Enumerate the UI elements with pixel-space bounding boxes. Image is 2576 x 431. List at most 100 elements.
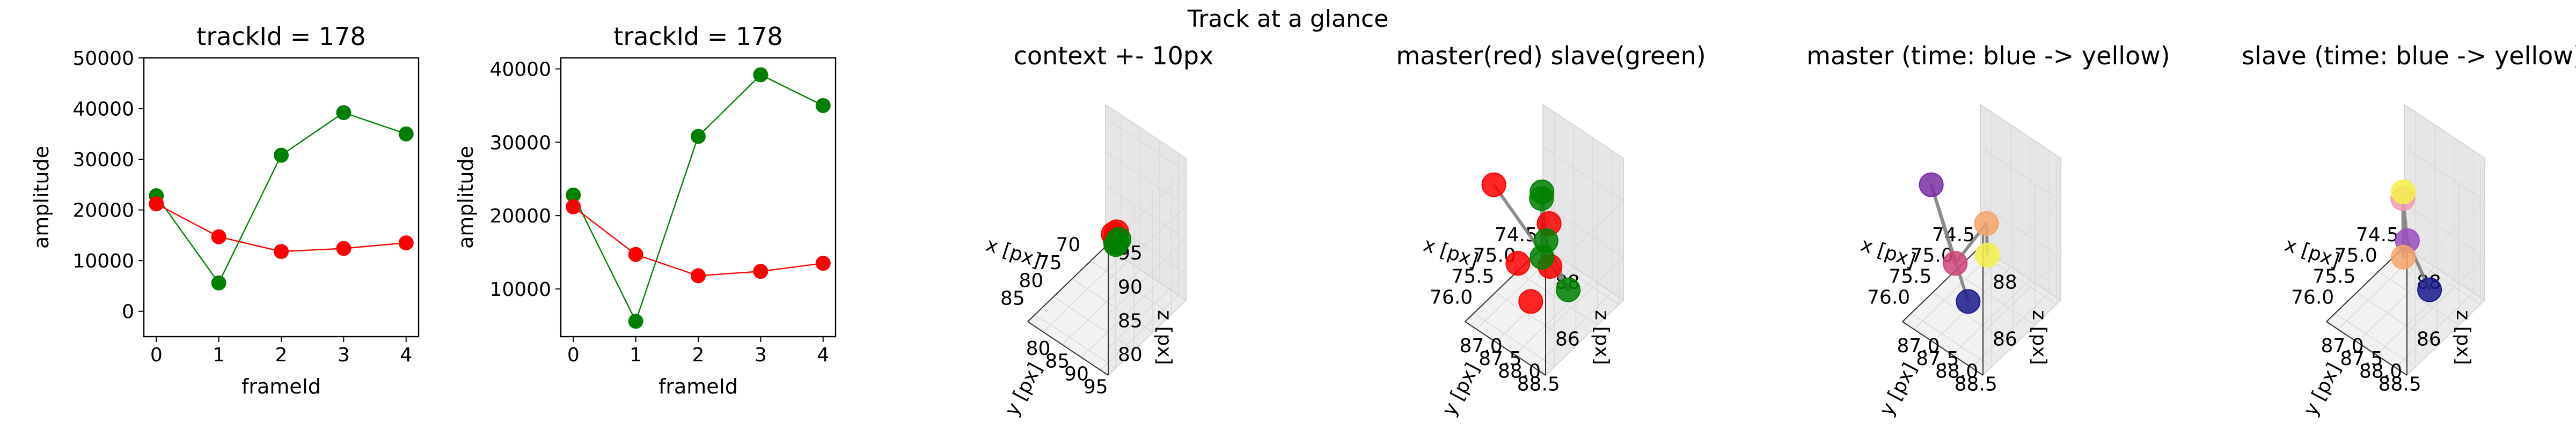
x-tick-label: 4 — [400, 344, 412, 366]
grid-line — [1971, 150, 2050, 368]
data-point — [1556, 277, 1581, 302]
data-point — [815, 256, 831, 271]
y-tick-label: 87.5 — [1479, 348, 1521, 370]
x-axis-line — [1027, 246, 1106, 322]
grid-line — [1542, 146, 1624, 277]
data-point — [1919, 172, 1944, 197]
y-tick-label: 10000 — [489, 279, 551, 301]
grid-line — [2376, 137, 2455, 355]
z-axis-label: z [px] — [1591, 310, 1613, 365]
z-axis-label: z [px] — [1153, 310, 1175, 365]
grid-line — [1105, 117, 1187, 247]
x-tick-label: 74.5 — [1932, 224, 1975, 246]
x-axis-label: frameId — [241, 375, 321, 398]
series-line — [573, 74, 824, 323]
x-tick-label: 75.5 — [2312, 266, 2355, 288]
x-tick-label: 2 — [692, 344, 705, 366]
data-point — [1943, 251, 1968, 276]
x-tick-label: 0 — [150, 344, 163, 366]
y-axis-label: amplitude — [454, 146, 478, 249]
grid-line — [1933, 125, 2011, 343]
z-axis-label: z [px] — [2452, 310, 2474, 365]
data-point — [274, 244, 289, 259]
chart-title: trackId = 178 — [196, 22, 365, 51]
data-point — [2391, 244, 2416, 270]
chart-title: master (time: blue -> yellow) — [1806, 41, 2170, 70]
data-point — [1975, 242, 2000, 267]
y-axis-label: y [px] — [1001, 360, 1046, 420]
x-axis-line — [1902, 246, 1981, 322]
y-axis-label: y [px] — [2300, 360, 2345, 420]
grid-line — [1980, 203, 2062, 333]
data-point — [753, 264, 769, 279]
data-point — [1974, 211, 1999, 236]
x-tick-label: 2 — [275, 344, 288, 366]
data-point — [398, 126, 414, 142]
z-tick-label: 90 — [1118, 276, 1143, 298]
side-pane — [1542, 103, 1624, 301]
x-axis-label: x [px] — [983, 234, 1044, 272]
side-pane — [1980, 103, 2061, 301]
y-axis-label: amplitude — [30, 146, 53, 249]
grid-line — [2404, 203, 2486, 333]
data-point — [815, 98, 831, 113]
y-tick-label: 40000 — [72, 99, 134, 121]
data-point — [2417, 277, 2442, 302]
suptitle: Track at a glance — [1187, 5, 1389, 33]
grid-line — [2356, 204, 2438, 347]
chart-title: trackId = 178 — [613, 22, 782, 51]
x-tick-label: 1 — [213, 344, 225, 366]
grid-line — [1952, 137, 2031, 355]
data-point — [1533, 228, 1558, 253]
grid-line — [2395, 150, 2474, 368]
y-axis-line — [1465, 321, 1546, 376]
line-chart-1: trackId = 178 0 1 2 3 4 0 10000 20000 30000 40000 5… — [30, 22, 420, 398]
y-tick-label: 88.0 — [1498, 361, 1541, 383]
series-line — [573, 206, 823, 277]
x-axis-label: frameId — [658, 375, 738, 398]
y-tick-label: 87.5 — [2340, 348, 2383, 370]
x-tick-label: 74.5 — [2356, 224, 2399, 246]
grid-line — [1911, 225, 1992, 368]
data-point — [691, 129, 706, 144]
grid-line — [1514, 137, 1593, 355]
y-tick-label: 88.5 — [2379, 374, 2421, 396]
data-point — [1529, 186, 1554, 211]
y-tick-label: 20000 — [72, 200, 134, 222]
x-tick-label: 70 — [1056, 234, 1080, 256]
x-tick-label: 75.5 — [1889, 266, 1931, 288]
z-axis-label: z [px] — [2028, 310, 2050, 365]
y-tick-label: 88.0 — [1935, 361, 1978, 383]
y-tick-label: 50000 — [72, 48, 134, 70]
grid-line — [1975, 162, 2057, 306]
chart-title: master(red) slave(green) — [1396, 41, 1706, 70]
x-tick-label: 3 — [338, 344, 350, 366]
y-tick-label: 85 — [1045, 351, 1070, 373]
data-point — [1481, 172, 1506, 197]
grid-line — [2404, 146, 2486, 277]
z-tick-label: 80 — [1118, 344, 1143, 366]
data-point — [1956, 289, 1981, 314]
grid-line — [2334, 225, 2416, 368]
y-tick-label: 87.0 — [1460, 335, 1503, 357]
y-axis-line — [1027, 321, 1109, 376]
x-tick-label: 76.0 — [2291, 286, 2334, 308]
y-tick-label: 80 — [1026, 338, 1051, 360]
data-point — [566, 199, 581, 214]
y-tick-label: 30000 — [72, 149, 134, 171]
plot-frame — [560, 57, 837, 338]
data-point — [211, 229, 226, 244]
x-tick-label: 0 — [567, 344, 580, 366]
z-tick-label: 86 — [1993, 329, 2017, 351]
x-tick-label: 85 — [1000, 288, 1025, 310]
data-point — [1518, 289, 1543, 314]
y-tick-label: 88.0 — [2359, 361, 2402, 383]
x-tick-label: 1 — [630, 344, 642, 366]
z-tick-label: 85 — [1118, 310, 1143, 332]
y-axis-label: y [px] — [1876, 360, 1921, 420]
x-tick-label: 75.0 — [2334, 245, 2377, 267]
y-tick-label: 88.5 — [1955, 374, 1997, 396]
x-tick-label: 76.0 — [1430, 286, 1473, 308]
y-tick-label: 40000 — [489, 59, 551, 81]
